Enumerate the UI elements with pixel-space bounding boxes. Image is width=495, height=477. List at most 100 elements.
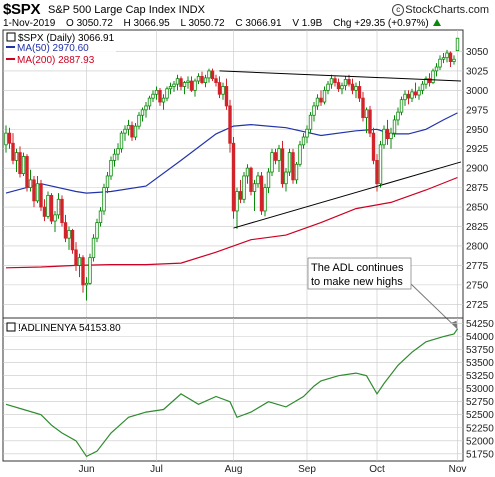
candle (81, 255, 85, 293)
stat-low: L 3050.72 (180, 18, 225, 29)
candle-body (322, 89, 327, 103)
arrow-head (451, 320, 458, 329)
adl-y-tick: 53000 (466, 384, 494, 395)
candle-body (144, 105, 148, 111)
candle-body (151, 93, 155, 99)
candle-body (158, 89, 162, 103)
candle-body (25, 156, 29, 189)
candle-body (375, 159, 379, 185)
candle (319, 90, 323, 106)
candle (445, 49, 449, 63)
price-y-tick: 3000 (466, 86, 489, 97)
candle (207, 68, 211, 83)
candle-body (280, 148, 285, 185)
candle-body (249, 167, 253, 192)
price-y-tick: 2750 (466, 280, 489, 291)
candle-body (133, 125, 138, 138)
candle (144, 102, 148, 118)
candle (67, 226, 71, 250)
candle-body (441, 57, 446, 60)
candle-body (382, 128, 386, 146)
candle (224, 78, 229, 110)
candle (214, 74, 218, 87)
candle-body (308, 114, 313, 130)
candle-body (392, 119, 397, 134)
candle-body (91, 237, 96, 259)
candle-body (60, 198, 64, 224)
chart-symbol: $SPX (3, 1, 41, 18)
candle-body (238, 191, 243, 200)
candle (63, 214, 68, 243)
candle-body (186, 80, 190, 83)
candle (11, 133, 15, 165)
candle (270, 148, 274, 176)
candle-body (263, 187, 267, 212)
candle-body (221, 86, 225, 95)
candle-body (256, 175, 260, 185)
candle-body (179, 78, 183, 87)
candle-body (452, 58, 456, 62)
candle (49, 193, 54, 225)
candle (116, 143, 120, 161)
stockcharts-logo[interactable]: c StockCharts.com (392, 4, 489, 17)
candle (217, 76, 222, 99)
candle-body (231, 142, 236, 212)
candle (35, 175, 40, 204)
candle-body (245, 167, 250, 177)
candle (25, 154, 29, 192)
annotation-line-1: The ADL continues (311, 262, 404, 274)
candle-body (434, 66, 439, 72)
candle (448, 51, 453, 68)
candle (18, 146, 22, 178)
candle (203, 74, 208, 88)
adl-y-tick: 53750 (466, 345, 494, 356)
candle-body (137, 114, 141, 127)
candle-body (56, 198, 61, 216)
price-y-tick: 2800 (466, 241, 489, 252)
candle (126, 119, 131, 136)
candle-body (217, 82, 222, 95)
candle-body (98, 210, 103, 224)
candle-body (329, 78, 334, 85)
adl-y-tick: 53250 (466, 371, 494, 382)
adl-y-tick: 51750 (466, 449, 494, 460)
adl-y-tick: 54000 (466, 332, 494, 343)
candle-body (431, 70, 435, 83)
candle-body (161, 97, 166, 103)
candle (452, 55, 456, 65)
candle-body (326, 83, 330, 91)
candle-body (417, 89, 421, 96)
candle-body (343, 79, 348, 87)
price-y-tick: 2725 (466, 300, 489, 311)
legend-ma200: MA(200) 2887.93 (6, 55, 95, 66)
candle (200, 71, 204, 85)
candle-body (88, 257, 92, 284)
stat-volume: V 1.9B (292, 18, 323, 29)
candle (88, 253, 92, 285)
candle (70, 228, 75, 254)
candle-body (39, 183, 43, 208)
candle (340, 82, 344, 95)
candle-body (378, 144, 383, 185)
candle-body (427, 78, 432, 83)
adl-y-tick: 53500 (466, 358, 494, 369)
candle (77, 253, 82, 278)
candle (193, 78, 197, 97)
adl-y-tick: 52000 (466, 436, 494, 447)
candle (158, 88, 162, 106)
annotation-arrow (410, 283, 458, 330)
candle (389, 127, 393, 149)
price-y-axis: 2725 2750 2775 2800 2825 2850 2875 2900 2925 2950… (466, 47, 489, 311)
candle-body (235, 191, 239, 212)
price-y-tick: 2825 (466, 222, 489, 233)
annotation-box (307, 257, 412, 290)
candle (186, 76, 190, 89)
candle-body (207, 70, 211, 79)
adl-y-tick: 52250 (466, 423, 494, 434)
annotation-line-2: to make new highs (311, 276, 403, 288)
candle-body (347, 79, 351, 85)
candle-body (319, 97, 323, 103)
trendline (219, 70, 462, 82)
candle (266, 168, 271, 194)
